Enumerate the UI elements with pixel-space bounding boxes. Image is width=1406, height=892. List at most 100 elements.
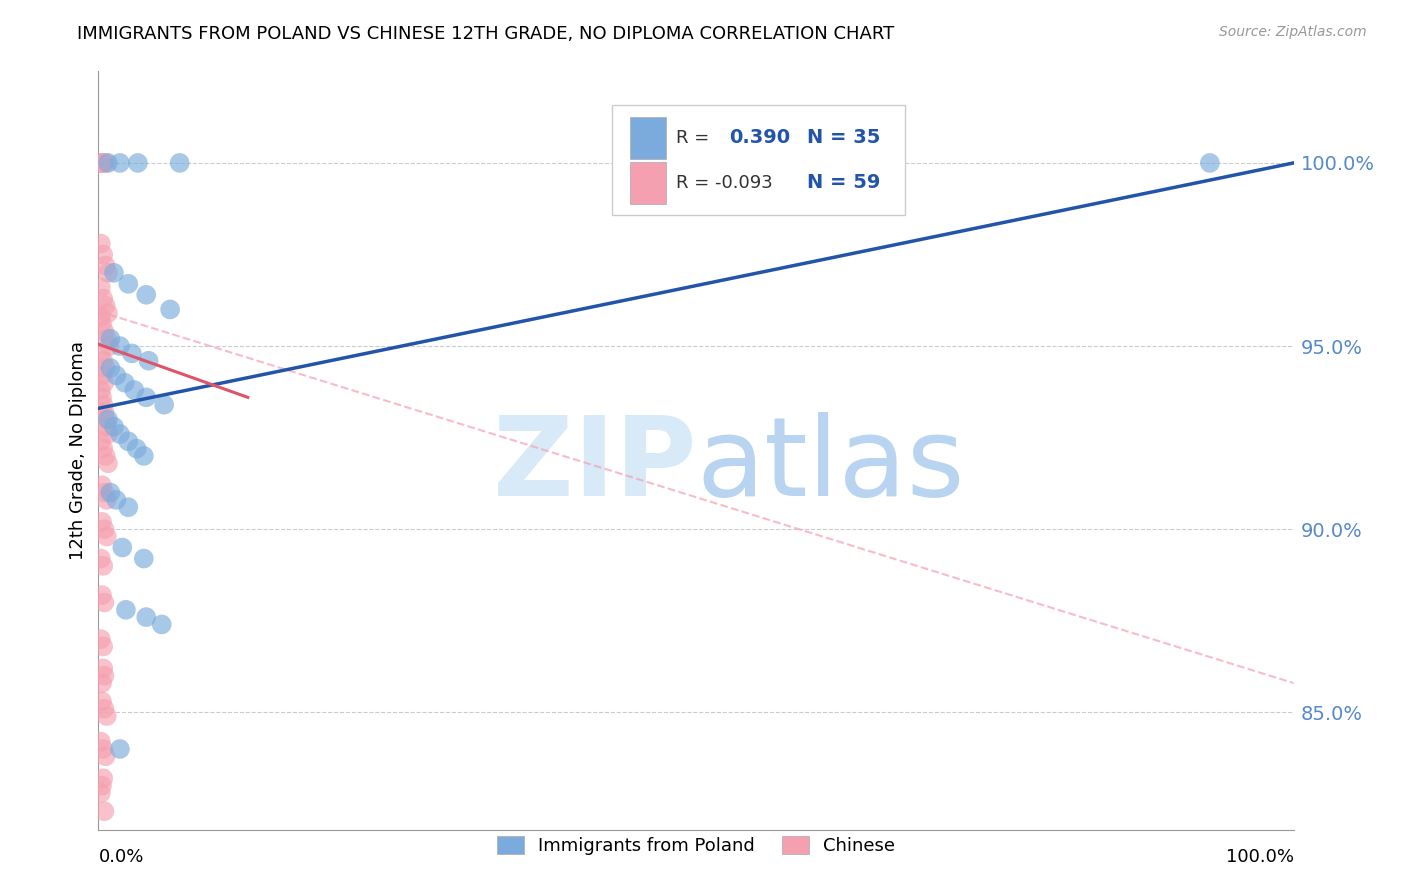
Point bbox=[97, 306, 120, 320]
Point bbox=[685, 156, 707, 170]
Point bbox=[91, 588, 114, 602]
Point bbox=[90, 551, 112, 566]
Point bbox=[93, 804, 115, 818]
Point bbox=[97, 266, 120, 280]
Point bbox=[90, 346, 112, 360]
Point bbox=[90, 280, 112, 294]
Bar bbox=[630, 117, 666, 159]
Point bbox=[93, 405, 115, 419]
Point bbox=[93, 595, 115, 609]
Point bbox=[90, 156, 112, 170]
Point bbox=[90, 632, 112, 646]
Point bbox=[115, 603, 138, 617]
Point bbox=[91, 390, 114, 404]
Point bbox=[124, 383, 146, 397]
Point bbox=[132, 551, 155, 566]
Point bbox=[114, 376, 136, 390]
Point bbox=[90, 383, 112, 397]
Point bbox=[91, 353, 114, 368]
Point bbox=[93, 701, 115, 715]
Point bbox=[90, 786, 112, 800]
Point bbox=[91, 292, 114, 306]
Point bbox=[91, 442, 114, 456]
Text: 0.0%: 0.0% bbox=[98, 848, 143, 866]
Point bbox=[97, 412, 120, 426]
Point bbox=[90, 156, 112, 170]
Point bbox=[117, 277, 139, 291]
Point bbox=[94, 749, 117, 764]
Point bbox=[111, 541, 134, 555]
Point bbox=[91, 558, 114, 573]
Point bbox=[138, 353, 160, 368]
Point bbox=[96, 332, 118, 346]
Point bbox=[125, 442, 148, 456]
Text: IMMIGRANTS FROM POLAND VS CHINESE 12TH GRADE, NO DIPLOMA CORRELATION CHART: IMMIGRANTS FROM POLAND VS CHINESE 12TH G… bbox=[77, 25, 894, 43]
Text: N = 35: N = 35 bbox=[807, 128, 880, 147]
Point bbox=[91, 742, 114, 756]
Point bbox=[94, 299, 117, 313]
Point bbox=[96, 529, 118, 543]
Point bbox=[90, 236, 112, 251]
Point bbox=[127, 156, 149, 170]
Point bbox=[169, 156, 191, 170]
Point bbox=[97, 427, 120, 442]
Point bbox=[108, 156, 131, 170]
Point bbox=[94, 156, 117, 170]
Text: Source: ZipAtlas.com: Source: ZipAtlas.com bbox=[1219, 25, 1367, 39]
Point bbox=[91, 779, 114, 793]
Text: R = -0.093: R = -0.093 bbox=[676, 174, 772, 192]
Point bbox=[121, 346, 143, 360]
Point bbox=[91, 515, 114, 529]
Point bbox=[90, 434, 112, 449]
Point bbox=[108, 427, 131, 442]
Point bbox=[159, 302, 181, 317]
Point bbox=[91, 156, 114, 170]
Point bbox=[108, 339, 131, 353]
Point bbox=[132, 449, 155, 463]
Point bbox=[93, 325, 115, 339]
Point bbox=[91, 676, 114, 690]
Point bbox=[135, 287, 157, 301]
Point bbox=[97, 156, 120, 170]
Text: ZIP: ZIP bbox=[492, 412, 696, 519]
Point bbox=[96, 492, 118, 507]
Point bbox=[96, 419, 118, 434]
Point bbox=[1199, 156, 1222, 170]
Point bbox=[91, 640, 114, 654]
Point bbox=[117, 500, 139, 515]
Point bbox=[98, 361, 122, 376]
Point bbox=[98, 339, 121, 353]
Point bbox=[135, 390, 157, 404]
Point bbox=[91, 694, 114, 708]
Text: N = 59: N = 59 bbox=[807, 173, 880, 193]
Point bbox=[91, 317, 114, 331]
Point bbox=[117, 434, 139, 449]
Point bbox=[103, 419, 125, 434]
Text: R =: R = bbox=[676, 129, 709, 147]
Text: 0.390: 0.390 bbox=[730, 128, 790, 147]
Point bbox=[91, 368, 114, 383]
Point bbox=[98, 485, 122, 500]
Point bbox=[91, 478, 114, 492]
Point bbox=[98, 332, 122, 346]
Point bbox=[91, 661, 114, 675]
FancyBboxPatch shape bbox=[613, 105, 905, 216]
Point bbox=[94, 412, 117, 426]
Point bbox=[91, 398, 114, 412]
Point bbox=[153, 398, 176, 412]
Point bbox=[91, 772, 114, 786]
Point bbox=[93, 376, 115, 390]
Point bbox=[94, 361, 117, 376]
Point bbox=[108, 742, 131, 756]
Point bbox=[96, 709, 118, 723]
Point bbox=[94, 259, 117, 273]
Point bbox=[90, 310, 112, 324]
Point bbox=[150, 617, 173, 632]
Text: 100.0%: 100.0% bbox=[1226, 848, 1294, 866]
Point bbox=[105, 492, 128, 507]
Point bbox=[93, 485, 115, 500]
Point bbox=[90, 734, 112, 748]
Text: atlas: atlas bbox=[696, 412, 965, 519]
Point bbox=[103, 266, 125, 280]
Point bbox=[135, 610, 157, 624]
